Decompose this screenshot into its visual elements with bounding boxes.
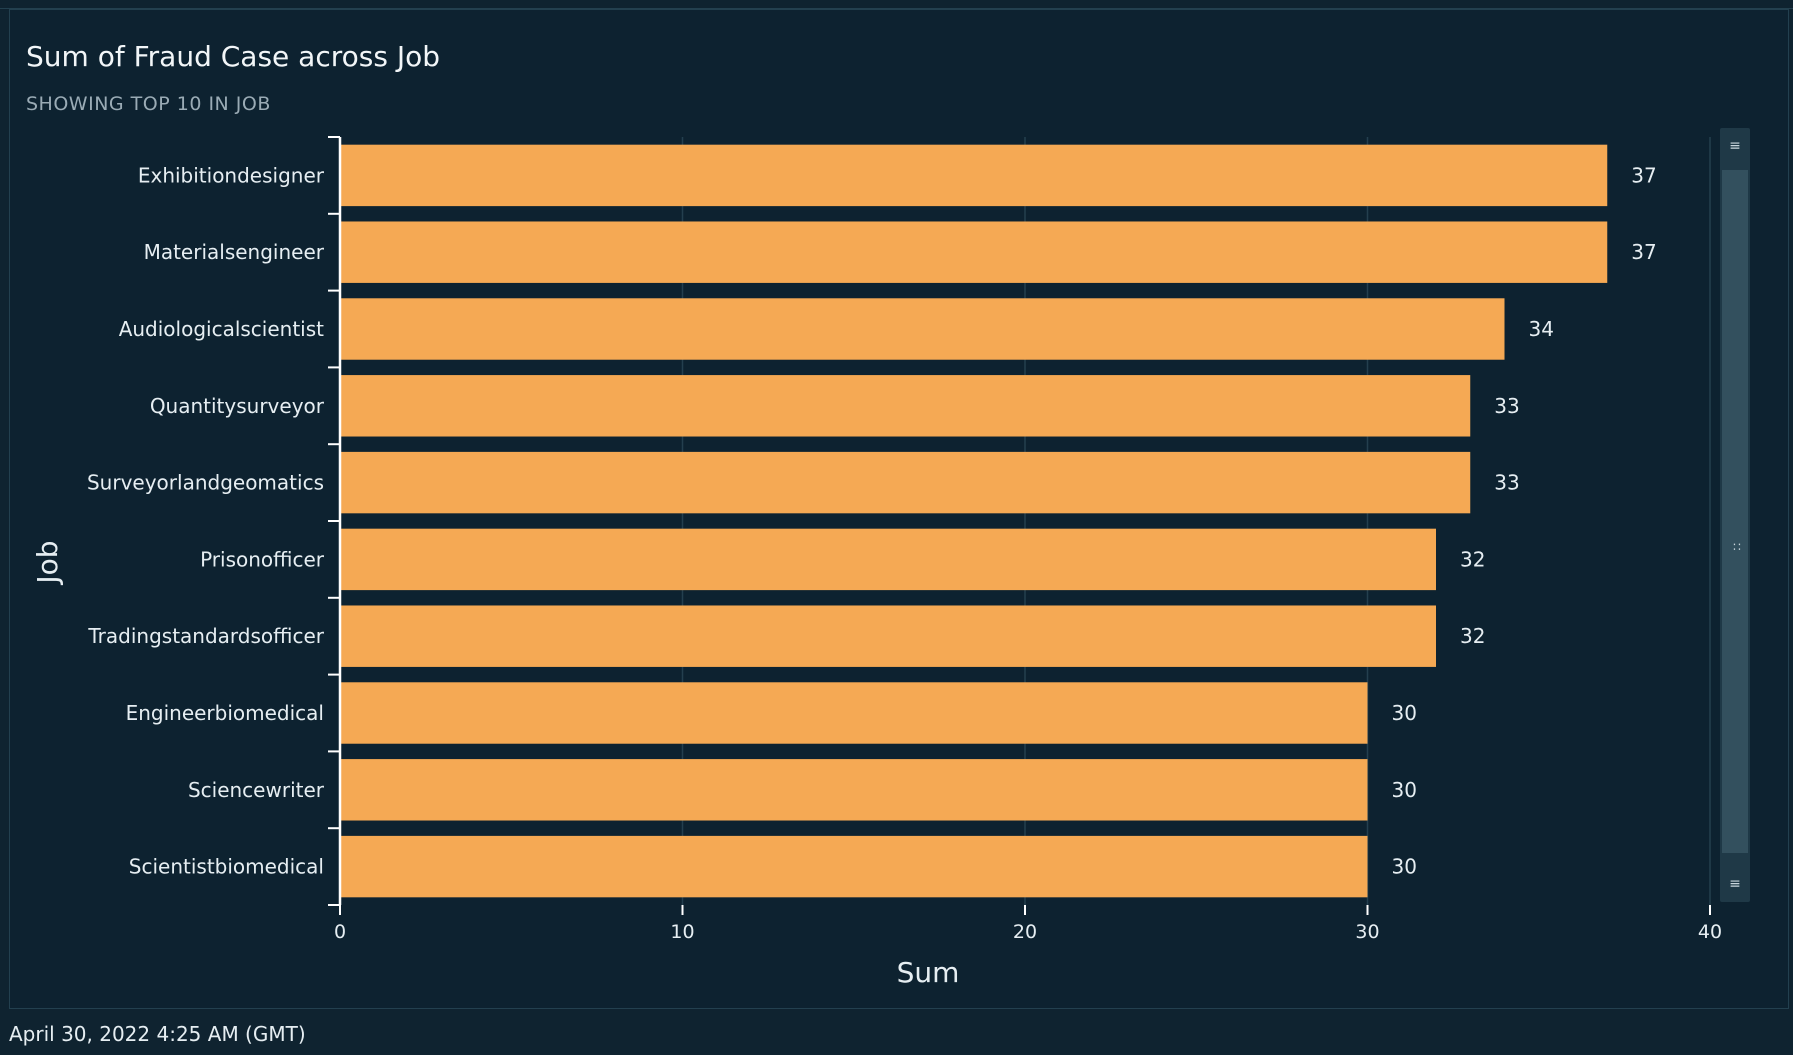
category-label: Prisonofficer — [200, 547, 325, 571]
data-label: 37 — [1631, 163, 1656, 187]
category-label: Scientistbiomedical — [129, 855, 324, 879]
scroll-top-handle-icon[interactable]: ≡ — [1729, 138, 1741, 154]
top-border — [0, 0, 1793, 9]
category-label: Surveyorlandgeomatics — [87, 471, 324, 495]
data-label: 30 — [1392, 701, 1417, 725]
visual-title: Sum of Fraud Case across Job — [26, 40, 440, 73]
data-label: 33 — [1494, 394, 1519, 418]
bar[interactable] — [340, 375, 1471, 437]
data-label: 34 — [1529, 317, 1554, 341]
category-label: Audiologicalscientist — [119, 317, 324, 341]
category-label: Exhibitiondesigner — [138, 163, 325, 187]
bar[interactable] — [340, 605, 1436, 667]
bar-chart: Exhibitiondesigner 37 Materialsengineer 37 A… — [31, 136, 1722, 989]
x-tick-label: 30 — [1355, 921, 1379, 943]
x-tick-label: 40 — [1698, 921, 1722, 943]
x-axis-title: Sum — [897, 956, 960, 989]
bar[interactable] — [340, 451, 1471, 514]
data-label: 32 — [1460, 624, 1485, 648]
bar[interactable] — [340, 528, 1436, 591]
category-label: Tradingstandardsofficer — [87, 624, 324, 648]
x-tick-label: 0 — [334, 921, 346, 943]
bar[interactable] — [340, 144, 1608, 207]
x-tick-label: 20 — [1013, 921, 1037, 943]
scroll-bottom-handle-icon[interactable]: ≡ — [1729, 876, 1741, 892]
category-label: Sciencewriter — [188, 778, 325, 802]
data-label: 30 — [1392, 778, 1417, 802]
bars-group — [340, 144, 1608, 898]
data-label: 33 — [1494, 471, 1519, 495]
visual-subtitle: SHOWING TOP 10 IN JOB — [26, 93, 271, 115]
data-label: 32 — [1460, 547, 1485, 571]
y-axis-title: Job — [31, 540, 64, 585]
bar[interactable] — [340, 835, 1368, 898]
data-label: 30 — [1392, 855, 1417, 879]
bar[interactable] — [340, 298, 1505, 360]
scroll-grip-icon: ∷ — [1733, 540, 1741, 554]
category-label: Quantitysurveyor — [150, 394, 325, 418]
axes-group: Exhibitiondesigner 37 Materialsengineer 37 A… — [87, 136, 1722, 943]
bar[interactable] — [340, 759, 1368, 821]
category-label: Materialsengineer — [144, 240, 325, 264]
scroll-thumb[interactable]: ∷ — [1722, 170, 1748, 853]
x-tick-label: 10 — [670, 921, 694, 943]
timestamp: April 30, 2022 4:25 AM (GMT) — [9, 1022, 306, 1046]
bar[interactable] — [340, 221, 1608, 283]
chart-scrollbar[interactable]: ≡ ∷ ≡ — [1720, 128, 1750, 902]
data-label: 37 — [1631, 240, 1656, 264]
bar[interactable] — [340, 682, 1368, 744]
category-label: Engineerbiomedical — [126, 701, 324, 725]
